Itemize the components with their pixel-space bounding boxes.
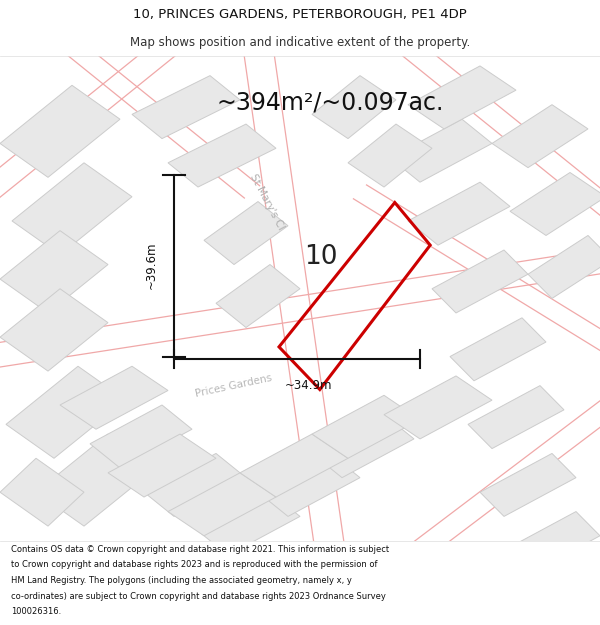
Polygon shape — [480, 454, 576, 516]
Text: Contains OS data © Crown copyright and database right 2021. This information is : Contains OS data © Crown copyright and d… — [11, 545, 389, 554]
Polygon shape — [240, 434, 348, 497]
Polygon shape — [504, 511, 600, 574]
Text: 10: 10 — [304, 244, 338, 270]
Polygon shape — [0, 458, 84, 526]
Text: St Mary's Cl: St Mary's Cl — [248, 172, 286, 231]
Text: to Crown copyright and database rights 2023 and is reproduced with the permissio: to Crown copyright and database rights 2… — [11, 561, 377, 569]
Polygon shape — [0, 85, 120, 177]
Polygon shape — [36, 434, 156, 526]
Polygon shape — [408, 182, 510, 245]
Polygon shape — [60, 366, 168, 429]
Polygon shape — [492, 104, 588, 168]
Polygon shape — [312, 415, 414, 478]
Text: Prices Gardens: Prices Gardens — [194, 372, 274, 399]
Polygon shape — [390, 119, 492, 182]
Polygon shape — [198, 492, 300, 555]
Polygon shape — [216, 264, 300, 328]
Polygon shape — [168, 472, 276, 536]
Polygon shape — [108, 434, 216, 497]
Text: ~394m²/~0.097ac.: ~394m²/~0.097ac. — [217, 90, 443, 114]
Polygon shape — [408, 66, 516, 129]
Polygon shape — [312, 396, 420, 458]
Polygon shape — [528, 236, 600, 298]
Polygon shape — [468, 386, 564, 449]
Polygon shape — [90, 405, 192, 468]
Text: ~39.6m: ~39.6m — [145, 242, 158, 289]
Polygon shape — [6, 366, 126, 458]
Polygon shape — [450, 318, 546, 381]
Polygon shape — [204, 201, 288, 264]
Polygon shape — [0, 289, 108, 371]
Text: 10, PRINCES GARDENS, PETERBOROUGH, PE1 4DP: 10, PRINCES GARDENS, PETERBOROUGH, PE1 4… — [133, 8, 467, 21]
Polygon shape — [144, 454, 246, 516]
Polygon shape — [432, 250, 528, 313]
Polygon shape — [12, 162, 132, 255]
Polygon shape — [348, 124, 432, 187]
Text: HM Land Registry. The polygons (including the associated geometry, namely x, y: HM Land Registry. The polygons (includin… — [11, 576, 352, 585]
Polygon shape — [312, 76, 396, 139]
Text: Map shows position and indicative extent of the property.: Map shows position and indicative extent… — [130, 36, 470, 49]
Polygon shape — [132, 76, 240, 139]
Polygon shape — [168, 124, 276, 187]
Polygon shape — [384, 376, 492, 439]
Polygon shape — [258, 454, 360, 516]
Polygon shape — [0, 231, 108, 313]
Polygon shape — [510, 173, 600, 236]
Text: ~34.9m: ~34.9m — [285, 379, 333, 392]
Text: 100026316.: 100026316. — [11, 608, 61, 616]
Text: co-ordinates) are subject to Crown copyright and database rights 2023 Ordnance S: co-ordinates) are subject to Crown copyr… — [11, 592, 386, 601]
